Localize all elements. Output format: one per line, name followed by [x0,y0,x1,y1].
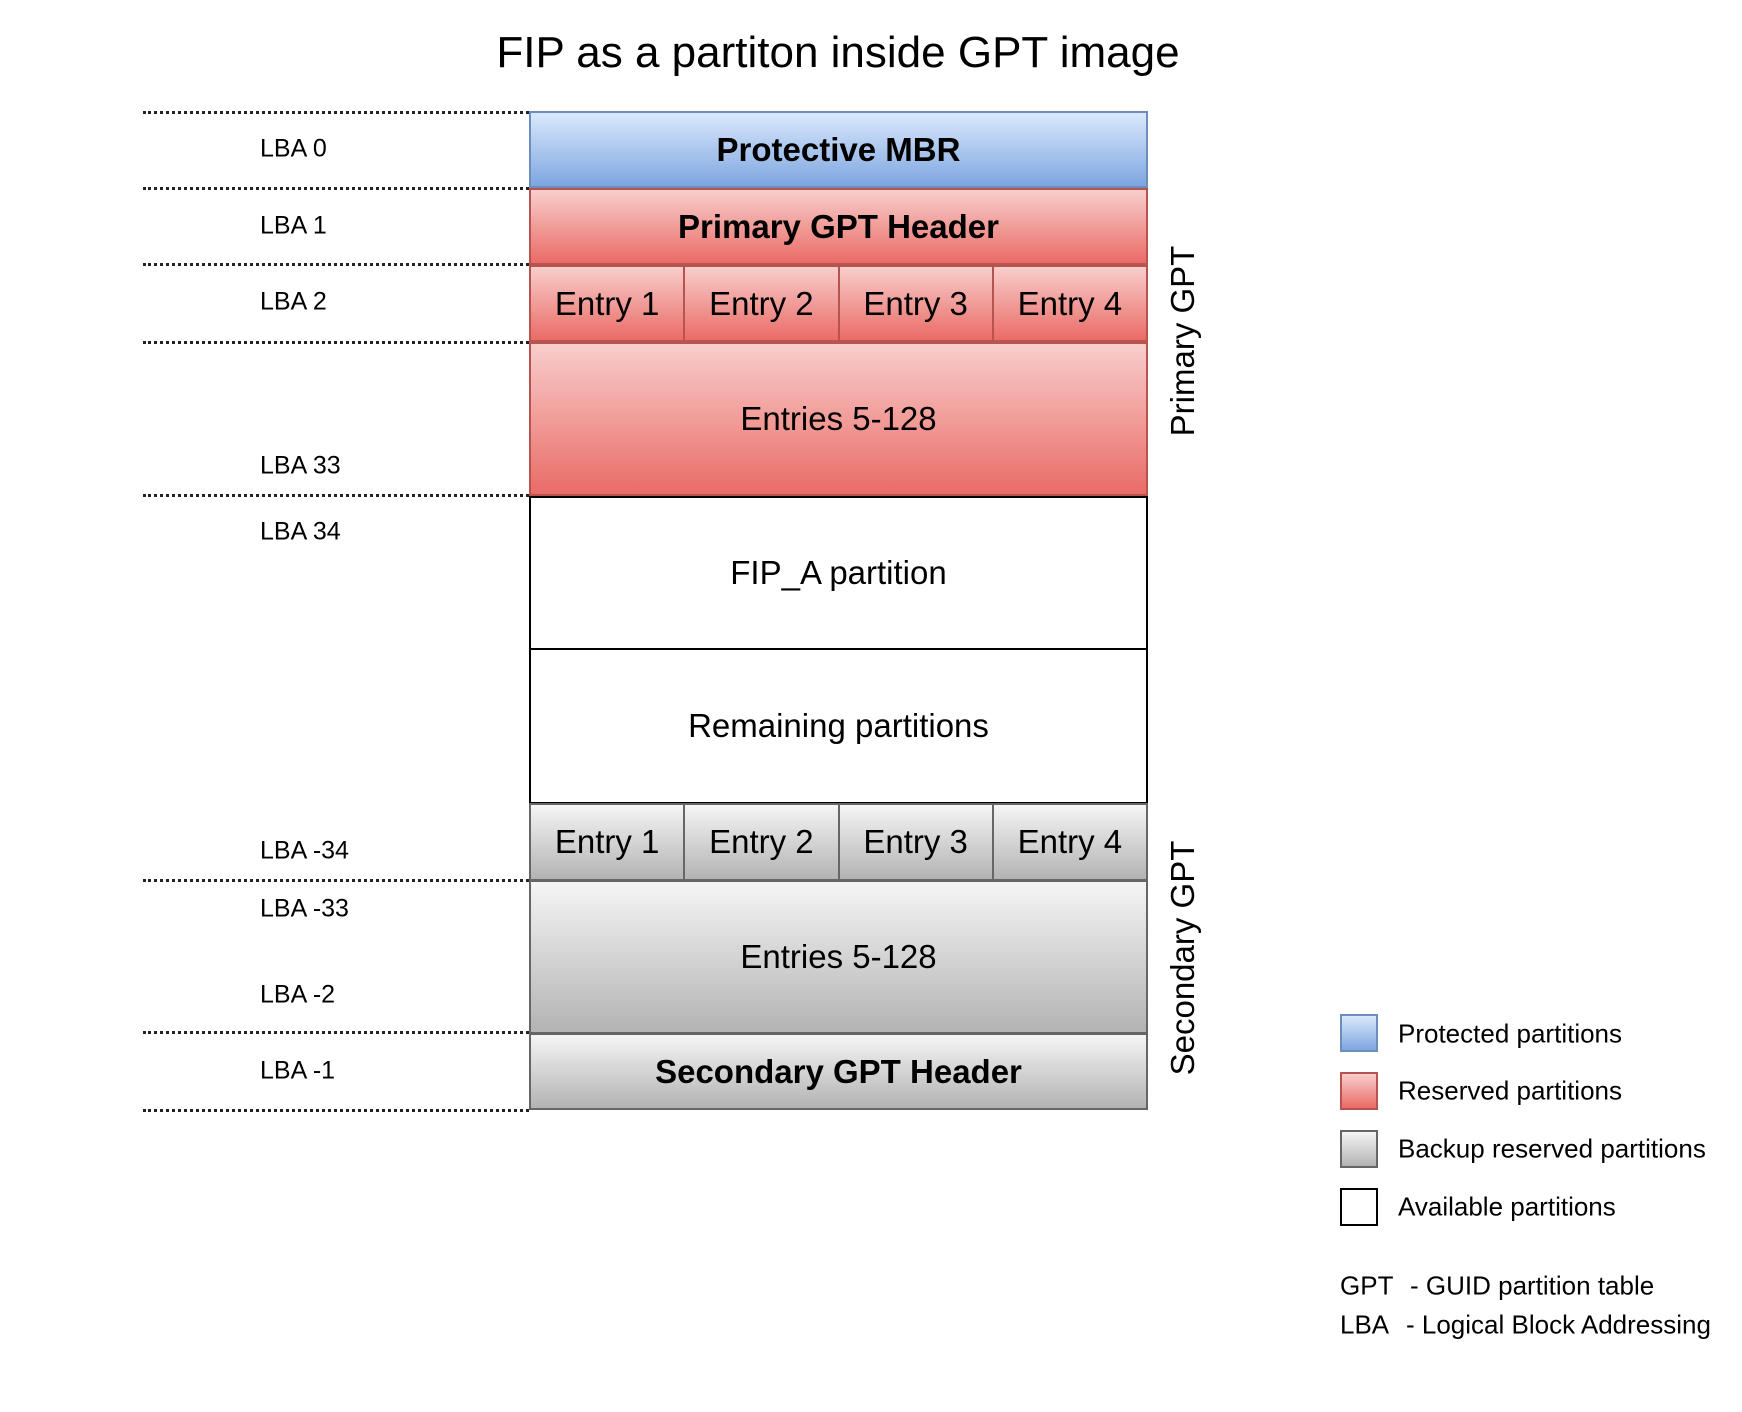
secondary-entries-row: Entry 1 Entry 2 Entry 3 Entry 4 [529,803,1148,881]
legend-label: Protected partitions [1398,1018,1623,1049]
boundary-line [143,1109,529,1112]
secondary-entries-5-128-block: Entries 5-128 [529,880,1148,1034]
block-label: FIP_A partition [730,554,947,591]
lba-label: LBA 1 [260,211,327,240]
legend-swatch-available [1340,1188,1378,1226]
secondary-gpt-group-label: Secondary GPT [1164,840,1201,1076]
protective-mbr-block: Protective MBR [529,111,1148,188]
legend-swatch-backup [1340,1130,1378,1168]
boundary-line [143,879,529,882]
secondary-entry-2: Entry 2 [683,805,837,879]
fip-a-partition-block: FIP_A partition [529,496,1148,650]
lba-label: LBA 33 [260,451,341,480]
boundary-line [143,1031,529,1034]
legend-label: Backup reserved partitions [1398,1133,1706,1164]
boundary-line [143,187,529,190]
legend-label: Reserved partitions [1398,1075,1622,1106]
lba-label: LBA -1 [260,1056,336,1085]
lba-label: LBA 2 [260,287,327,316]
remaining-partitions-block: Remaining partitions [529,648,1148,804]
block-label: Entries 5-128 [740,938,937,975]
lba-label: LBA -33 [260,894,349,923]
lba-label: LBA -34 [260,836,349,865]
abbreviation-term: LBA [1340,1309,1390,1340]
abbreviation-gpt: GPT - GUID partition table [1340,1271,1654,1302]
boundary-line [143,111,529,114]
diagram-title: FIP as a partiton inside GPT image [496,28,1180,77]
abbreviation-term: GPT [1340,1270,1394,1301]
block-label: Protective MBR [716,130,961,168]
abbreviation-meaning: - Logical Block Addressing [1406,1309,1711,1340]
secondary-gpt-header-block: Secondary GPT Header [529,1033,1148,1110]
primary-entries-5-128-block: Entries 5-128 [529,342,1148,496]
abbreviation-meaning: - GUID partition table [1410,1270,1655,1301]
primary-gpt-header-block: Primary GPT Header [529,188,1148,265]
primary-entry-4: Entry 4 [991,267,1146,340]
block-label: Primary GPT Header [678,207,999,245]
lba-label: LBA -2 [260,980,336,1009]
primary-entry-2: Entry 2 [683,267,837,340]
abbreviation-lba: LBA - Logical Block Addressing [1340,1310,1711,1341]
legend-label: Available partitions [1398,1191,1616,1222]
lba-label: LBA 34 [260,517,341,546]
block-label: Secondary GPT Header [655,1052,1022,1090]
secondary-entry-4: Entry 4 [991,805,1146,879]
primary-entry-3: Entry 3 [837,267,992,340]
secondary-entry-1: Entry 1 [554,823,660,860]
primary-gpt-group-label: Primary GPT [1164,245,1201,437]
lba-label: LBA 0 [260,134,327,163]
secondary-entry-3: Entry 3 [837,805,992,879]
block-label: Entries 5-128 [740,400,937,437]
legend-swatch-protected [1340,1014,1378,1052]
boundary-line [143,341,529,344]
legend-swatch-reserved [1340,1072,1378,1110]
boundary-line [143,263,529,266]
block-label: Remaining partitions [688,707,989,744]
boundary-line [143,494,529,497]
primary-entries-row: Entry 1 Entry 2 Entry 3 Entry 4 [529,265,1148,342]
primary-entry-1: Entry 1 [554,284,660,322]
